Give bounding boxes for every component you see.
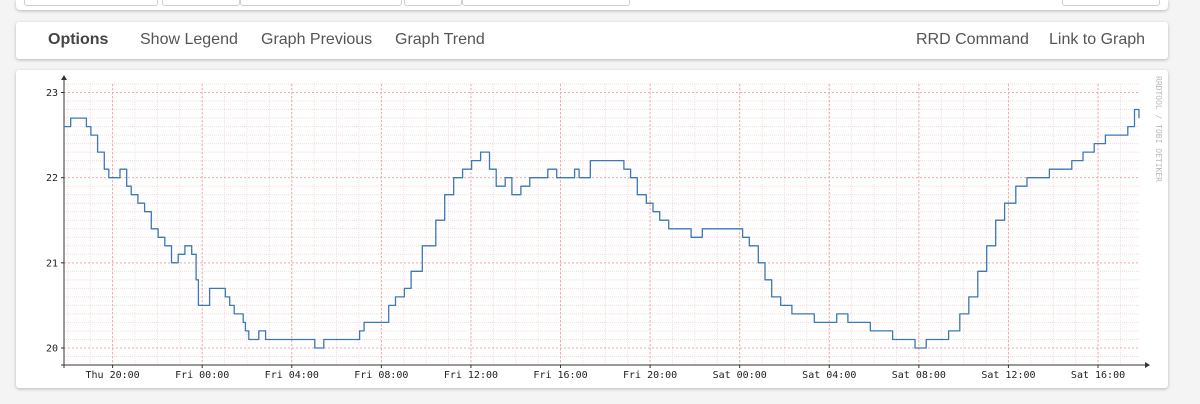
graph-toolbar: Options Show Legend Graph Previous Graph… [16, 22, 1168, 59]
graph-panel: 20 21 22 23 Thu 20:00 Fri 00:00 Fri 04:00 Fri … [16, 70, 1168, 388]
x-tick-label: Sat 08:00 [892, 370, 946, 381]
filter-bar [16, 0, 1168, 10]
series-layer [63, 108, 1140, 349]
x-tick-label: Sat 16:00 [1071, 370, 1125, 381]
y-tick-label: 20 [46, 343, 58, 354]
x-tick-label: Sat 00:00 [713, 370, 767, 381]
filter-field-4[interactable] [404, 0, 462, 6]
y-axis-arrow [61, 75, 67, 80]
x-tick-label: Fri 20:00 [623, 370, 677, 381]
grid [64, 83, 1139, 365]
options-button[interactable]: Options [48, 31, 109, 48]
graph-trend-button[interactable]: Graph Trend [395, 31, 485, 48]
axes [61, 75, 1150, 368]
x-tick-label: Thu 20:00 [86, 370, 140, 381]
x-tick-label: Fri 08:00 [354, 370, 408, 381]
x-tick-label: Sat 04:00 [802, 370, 856, 381]
x-tick-label: Fri 16:00 [533, 370, 587, 381]
x-axis-arrow [1145, 362, 1150, 368]
rrd-command-button[interactable]: RRD Command [916, 31, 1029, 48]
series-line [64, 108, 1140, 349]
x-tick-label: Sat 12:00 [981, 370, 1035, 381]
graph-previous-button[interactable]: Graph Previous [261, 31, 373, 48]
show-legend-button[interactable]: Show Legend [140, 31, 238, 48]
y-ticks: 20 21 22 23 [46, 88, 64, 354]
rrdtool-watermark: RRDTOOL / TOBI OETIKER [1154, 76, 1163, 182]
filter-field-3[interactable] [240, 0, 402, 6]
temperature-chart: 20 21 22 23 Thu 20:00 Fri 00:00 Fri 04:00 Fri … [46, 75, 1163, 381]
filter-field-5[interactable] [462, 0, 630, 6]
x-tick-label: Fri 12:00 [444, 370, 498, 381]
y-tick-label: 22 [46, 173, 58, 184]
x-tick-label: Fri 04:00 [265, 370, 319, 381]
filter-field-2[interactable] [162, 0, 240, 6]
filter-field-1[interactable] [24, 0, 158, 6]
y-tick-label: 21 [46, 258, 58, 269]
y-tick-label: 23 [46, 88, 58, 99]
x-ticks: Thu 20:00 Fri 00:00 Fri 04:00 Fri 08:00 Fri … [86, 365, 1125, 381]
link-to-graph-button[interactable]: Link to Graph [1049, 31, 1146, 48]
x-tick-label: Fri 00:00 [175, 370, 229, 381]
filter-button[interactable] [1062, 0, 1160, 6]
